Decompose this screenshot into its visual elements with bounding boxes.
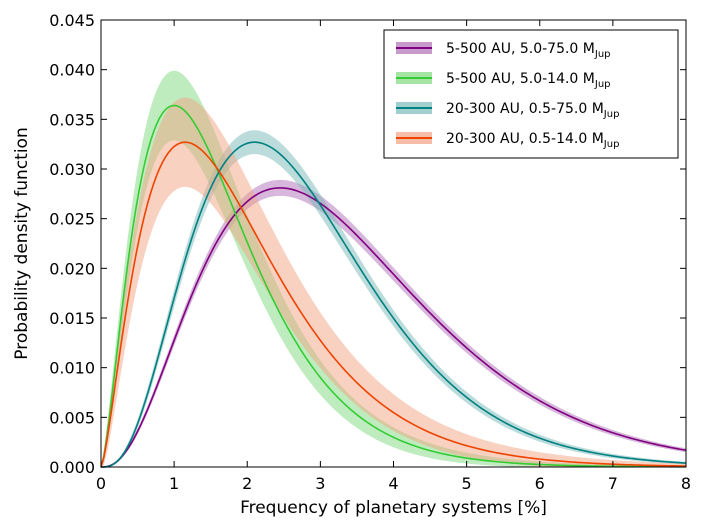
confidence-band-0 bbox=[101, 179, 686, 468]
legend-box bbox=[383, 29, 679, 159]
legend-label-main: 20-300 AU, 0.5-14.0 M bbox=[446, 131, 604, 147]
y-tick-label: 0.010 bbox=[49, 359, 95, 378]
legend-label: 5-500 AU, 5.0-14.0 MJup bbox=[446, 71, 611, 90]
x-tick-label: 5 bbox=[462, 474, 472, 493]
confidence-band-1 bbox=[101, 70, 686, 467]
axis-ticks: 0 1 2 3 4 5 6 7 8 0.000 0.005 0.010 0.015 0.020 0.025 0… bbox=[49, 11, 691, 493]
y-tick-label: 0.005 bbox=[49, 408, 95, 427]
series-line-3 bbox=[100, 141, 687, 468]
x-tick-label: 6 bbox=[535, 474, 545, 493]
x-axis-label: Frequency of planetary systems [%] bbox=[240, 498, 547, 518]
legend-label: 20-300 AU, 0.5-14.0 MJup bbox=[446, 131, 619, 150]
legend-label-subscript: Jup bbox=[594, 79, 611, 90]
x-tick-label: 7 bbox=[608, 474, 618, 493]
x-tick-label: 4 bbox=[388, 474, 398, 493]
legend-label-subscript: Jup bbox=[603, 139, 620, 150]
legend-label-subscript: Jup bbox=[594, 49, 611, 60]
x-tick-label: 0 bbox=[96, 474, 106, 493]
y-tick-label: 0.025 bbox=[49, 210, 95, 229]
confidence-bands bbox=[101, 70, 686, 468]
x-tick-label: 2 bbox=[242, 474, 252, 493]
series-line-2 bbox=[100, 141, 687, 468]
series-line-1 bbox=[100, 104, 687, 468]
series-lines bbox=[100, 104, 687, 468]
legend-label-main: 20-300 AU, 0.5-75.0 M bbox=[446, 101, 604, 117]
x-tick-label: 1 bbox=[169, 474, 179, 493]
x-tick-label: 3 bbox=[315, 474, 325, 493]
legend-label: 5-500 AU, 5.0-75.0 MJup bbox=[446, 41, 611, 60]
legend-label-subscript: Jup bbox=[603, 109, 620, 120]
y-tick-label: 0.015 bbox=[49, 309, 95, 328]
series-line-0 bbox=[100, 187, 687, 468]
y-tick-label: 0.020 bbox=[49, 259, 95, 278]
legend-label-main: 5-500 AU, 5.0-75.0 M bbox=[446, 41, 595, 57]
y-tick-label: 0.000 bbox=[49, 458, 95, 477]
y-tick-label: 0.035 bbox=[49, 110, 95, 129]
legend-label-main: 5-500 AU, 5.0-14.0 M bbox=[446, 71, 595, 87]
x-tick-label: 8 bbox=[681, 474, 691, 493]
y-axis-label: Probability density function bbox=[12, 127, 32, 359]
y-tick-label: 0.045 bbox=[49, 11, 95, 30]
legend-label: 20-300 AU, 0.5-75.0 MJup bbox=[446, 101, 619, 120]
confidence-band-3 bbox=[101, 97, 686, 467]
y-tick-label: 0.040 bbox=[49, 61, 95, 80]
y-tick-label: 0.030 bbox=[49, 160, 95, 179]
